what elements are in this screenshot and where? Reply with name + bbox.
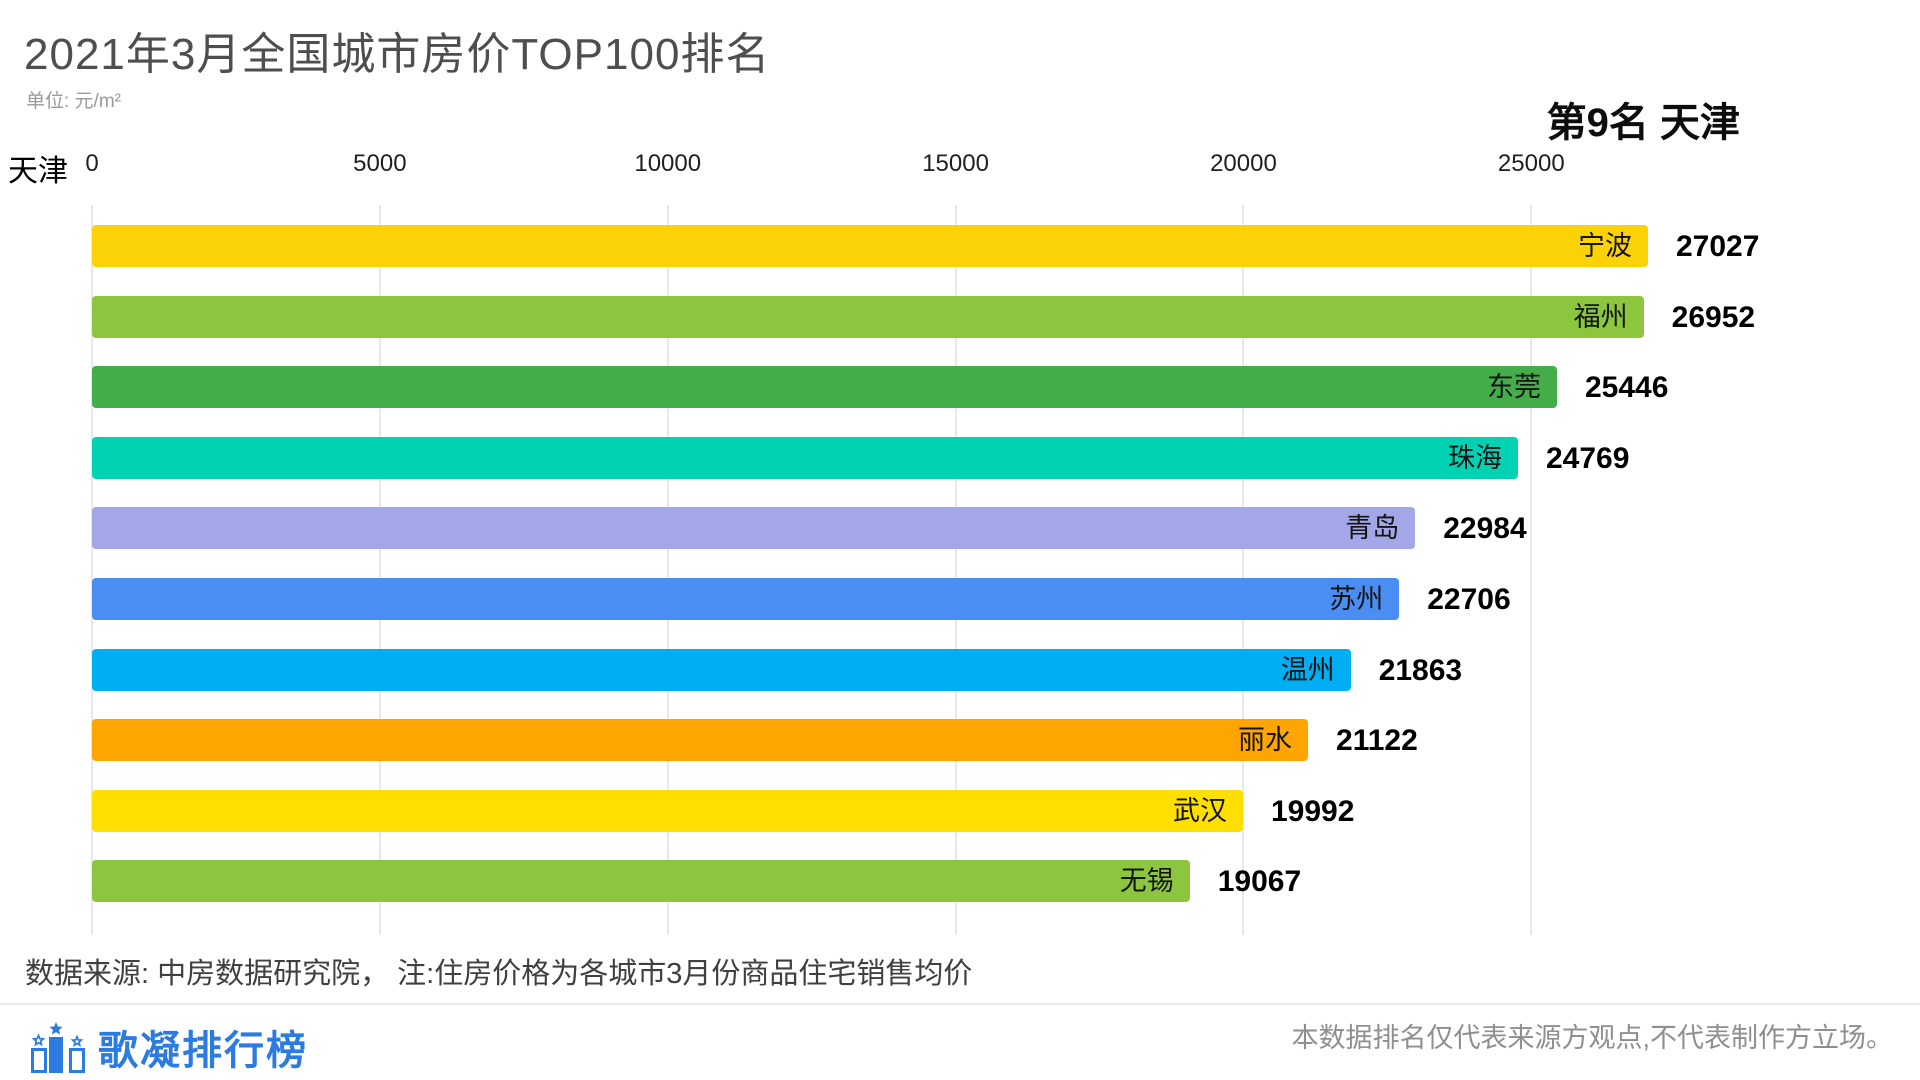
grid-line [954,205,957,935]
bar-row: 武汉 19992 [92,789,1648,832]
bar-city-label: 珠海 [1448,442,1502,473]
bar-city-label: 丽水 [1238,725,1293,756]
bar-row: 珠海 24769 [92,436,1648,479]
grid-line [378,205,381,935]
bar-value-label: 21863 [1378,653,1463,687]
bar: 东莞 [92,366,1557,409]
current-rank-label: 第9名 天津 [1546,101,1740,145]
bar-value-label: 21122 [1336,724,1418,758]
bar-row: 苏州 22706 [92,578,1648,620]
bar: 丽水 [92,719,1309,762]
tick-label: 0 [85,150,99,177]
bar-row: 青岛 22984 [92,507,1648,550]
bar: 无锡 [92,860,1190,903]
bar: 武汉 [92,789,1243,832]
bar-city-label: 苏州 [1329,584,1384,614]
bar-row: 丽水 21122 [92,719,1648,762]
footer-divider [0,1003,1920,1005]
bar-value-label: 27027 [1676,230,1760,263]
bar-row: 福州 26952 [92,295,1755,338]
bar-city-label: 武汉 [1172,795,1227,826]
bar: 宁波 [92,225,1648,267]
unit-label: 单位: 元/m² [26,91,121,112]
bar-value-label: 19067 [1217,865,1302,899]
bar-value-label: 22984 [1443,512,1527,546]
bar-row: 东莞 25446 [92,366,1668,409]
disclaimer: 本数据排名仅代表来源方观点,不代表制作方立场。 [1291,1023,1893,1053]
tick-label: 20000 [1210,150,1277,177]
podium-star-icon [31,1022,85,1073]
axis-left-city-label: 天津 [8,155,68,188]
source-note: 数据来源: 中房数据研究院， 注:住房价格为各城市3月份商品住宅销售均价 [25,958,973,990]
plot-area: 宁波 27027 福州 26952 东莞 25446 珠海 24769 青岛 22984 苏州 227… [91,205,1759,935]
bar-city-label: 宁波 [1578,231,1632,261]
bar-value-label: 25446 [1584,371,1669,405]
tick-label: 10000 [634,150,702,177]
bar-city-label: 福州 [1573,301,1628,332]
bar-value-label: 24769 [1546,441,1630,475]
bar: 青岛 [92,507,1416,550]
bar: 温州 [92,648,1351,691]
bar-city-label: 青岛 [1345,513,1400,544]
bar-value-label: 19992 [1270,794,1355,828]
tick-label: 25000 [1497,150,1565,177]
tick-label: 15000 [922,150,989,177]
x-axis: 0 5000 10000 15000 20000 25000 [85,150,1648,180]
bar: 福州 [92,295,1644,338]
bar-row: 宁波 27027 [92,225,1759,267]
grid-line [1242,205,1245,935]
bar-city-label: 温州 [1280,654,1335,685]
page-title: 2021年3月全国城市房价TOP100排名 [24,30,771,79]
bar: 苏州 [92,578,1400,620]
bar-city-label: 东莞 [1486,372,1541,403]
bar-value-label: 22706 [1427,583,1511,616]
grid-line [1530,205,1533,935]
bar-row: 温州 21863 [92,648,1648,691]
bar: 珠海 [92,436,1518,479]
brand-logo: 歌凝排行榜 [30,1018,308,1076]
bar-value-label: 26952 [1671,300,1756,334]
grid-line [91,205,93,935]
bar-city-label: 无锡 [1119,866,1174,897]
tick-label: 5000 [353,150,407,177]
brand-name: 歌凝排行榜 [98,1029,308,1073]
grid-line [666,205,669,935]
bar-row: 无锡 19067 [92,860,1648,903]
